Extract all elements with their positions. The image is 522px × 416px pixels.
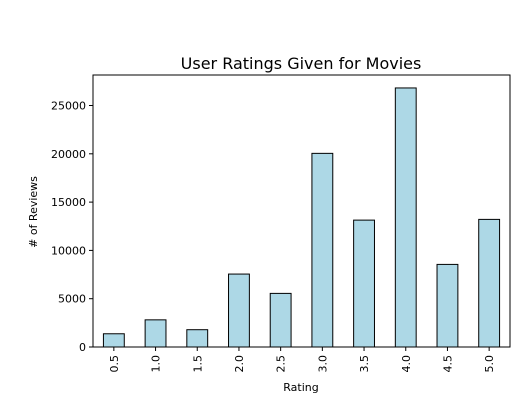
x-tick-label: 0.5 (108, 355, 121, 373)
x-tick-label: 4.5 (441, 355, 454, 373)
x-tick-label: 5.0 (483, 355, 496, 373)
bars-group (102, 87, 501, 348)
bar-0.5 (102, 333, 125, 348)
y-tick-label: 5000 (58, 293, 86, 306)
y-tick-label: 10000 (51, 244, 86, 257)
x-axis-ticks: 0.5 1.0 1.5 2.0 2.5 3.0 3.5 4.0 4.5 5.0 (108, 347, 496, 373)
bar-1.0 (144, 319, 167, 348)
bar-1.5 (186, 329, 209, 348)
x-axis-label: Rating (283, 381, 318, 394)
y-tick-label: 15000 (51, 196, 86, 209)
plot-frame (92, 74, 511, 348)
y-axis-ticks: 0 5000 10000 15000 20000 25000 (51, 100, 93, 354)
x-tick-label: 2.5 (275, 355, 288, 373)
bar-5.0 (478, 218, 501, 348)
y-axis-label: # of Reviews (27, 176, 40, 248)
x-tick-label: 1.5 (191, 355, 204, 373)
bar-4.5 (436, 263, 459, 348)
y-tick-label: 25000 (51, 100, 86, 113)
bar-4.0 (394, 87, 417, 348)
x-tick-label: 3.5 (358, 355, 371, 373)
bar-2.5 (269, 292, 292, 348)
y-tick-label: 20000 (51, 148, 86, 161)
x-tick-label: 1.0 (150, 355, 163, 373)
x-tick-label: 2.0 (233, 355, 246, 373)
chart-title: User Ratings Given for Movies (181, 54, 422, 73)
bar-3.5 (353, 219, 375, 348)
x-tick-label: 4.0 (400, 355, 413, 373)
y-tick-label: 0 (79, 341, 86, 354)
bar-2.0 (228, 273, 250, 348)
x-tick-label: 3.0 (316, 355, 329, 373)
bar-3.0 (311, 152, 334, 348)
